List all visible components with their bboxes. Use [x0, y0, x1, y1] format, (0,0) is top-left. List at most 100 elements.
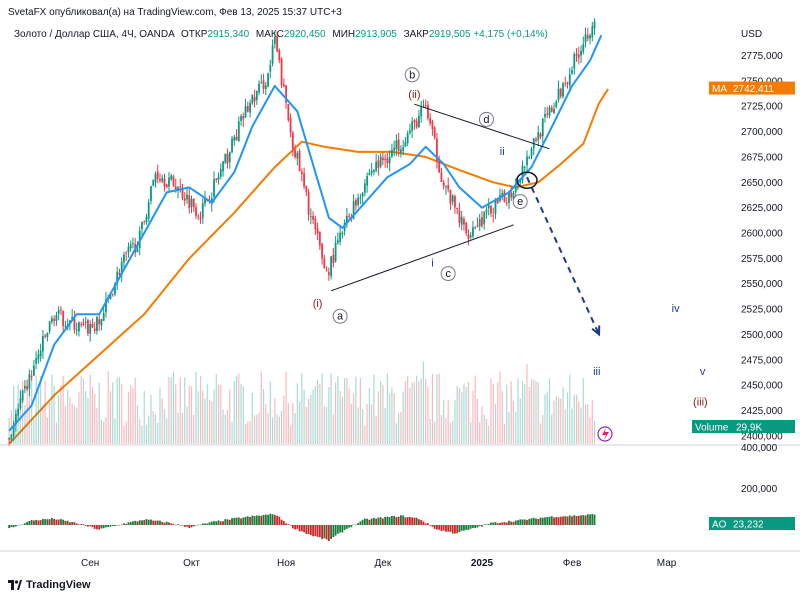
volume-bar [134, 377, 136, 444]
volume-bar [105, 417, 107, 444]
volume-bar [8, 417, 10, 444]
volume-bar [278, 416, 280, 444]
volume-bar [253, 415, 256, 444]
candle-body [300, 171, 303, 174]
candle-body [55, 315, 58, 321]
candle-body [580, 51, 582, 56]
candle-body [541, 118, 544, 137]
ao-bar [307, 525, 310, 534]
volume-bar [539, 423, 542, 444]
volume-bar [528, 386, 530, 444]
candle-body [586, 35, 589, 39]
volume-bar [28, 388, 30, 444]
volume-bar [136, 405, 139, 444]
candle-body [568, 74, 571, 86]
ao-bar [273, 514, 276, 525]
ao-bar [492, 522, 495, 525]
candle-body [287, 104, 290, 121]
candle-body [264, 85, 267, 89]
candle-body [98, 318, 101, 325]
ao-bar [44, 519, 47, 525]
volume-bar [323, 406, 325, 444]
ao-bar [159, 520, 161, 525]
ao-bar [514, 520, 517, 525]
candle-body [210, 197, 213, 204]
candle-body [141, 221, 143, 230]
volume-bar [411, 382, 413, 444]
candle-body [348, 215, 351, 217]
projection-arrowhead [591, 325, 601, 337]
ao-bar [222, 521, 224, 525]
candle-body [589, 35, 591, 39]
candle-body [469, 235, 472, 238]
candle-body [352, 201, 355, 219]
volume-bar [575, 394, 578, 444]
volume-bar [159, 387, 161, 444]
candle-body [494, 200, 497, 214]
price-tick-label: 2525,000 [741, 305, 783, 316]
ao-bar [519, 519, 522, 525]
wave-label: iv [672, 303, 680, 315]
volume-bar [359, 377, 361, 444]
tradingview-logo[interactable]: TradingView [8, 579, 91, 591]
ao-bar [391, 515, 393, 525]
candle-body [409, 130, 411, 134]
candle-body [23, 385, 26, 389]
ao-bar [377, 517, 380, 525]
ao-bar [528, 519, 531, 525]
volume-bar [449, 422, 452, 444]
ao-bar [262, 514, 265, 525]
candle-body [89, 324, 92, 334]
ao-bar [253, 516, 256, 525]
ao-bar [35, 519, 38, 525]
ao-bar [271, 514, 274, 525]
wave-label: (ii) [408, 89, 420, 101]
ao-bar [537, 518, 540, 525]
volume-bar [312, 389, 314, 444]
volume-bar [229, 389, 231, 444]
currency-label[interactable]: USD [741, 29, 762, 40]
ao-bar [366, 518, 369, 525]
volume-bar [542, 415, 544, 444]
candle-body [354, 200, 357, 206]
candle-body [325, 270, 328, 271]
ao-bar [501, 522, 504, 525]
symbol-name[interactable]: Золото / Доллар США, 4Ч, OANDA [14, 29, 175, 40]
ao-bar [535, 518, 537, 525]
ao-bar [96, 525, 98, 530]
candle-body [451, 195, 454, 202]
ao-bar [19, 524, 22, 526]
candle-body [458, 210, 461, 223]
projection-dashed-arrow [526, 176, 600, 335]
volume-bar [463, 383, 465, 444]
ao-bar [226, 519, 229, 525]
volume-bar [141, 425, 143, 444]
ao-bar [219, 521, 222, 525]
ao-bar [375, 518, 378, 525]
volume-bar [427, 386, 429, 444]
volume-bar [382, 384, 384, 444]
ao-bar [23, 523, 26, 525]
ao-bar [325, 525, 328, 540]
candle-body [145, 216, 148, 223]
volume-bar [60, 385, 62, 444]
candle-body [228, 151, 231, 162]
candle-body [10, 434, 13, 441]
volume-bar [35, 375, 37, 444]
volume-bar [470, 422, 472, 444]
volume-bar [310, 394, 312, 444]
volume-bar [262, 389, 265, 444]
ao-bar [330, 525, 333, 539]
ao-bar [544, 517, 546, 525]
ao-bar [10, 525, 13, 528]
volume-bar [208, 399, 211, 444]
ao-bar [17, 524, 20, 526]
volume-bar [533, 379, 535, 444]
candle-body [129, 244, 132, 249]
price-tick-label: 2775,000 [741, 51, 783, 62]
candle-body [503, 191, 506, 203]
volume-tick-label: 400,000 [741, 443, 778, 454]
volume-bar [161, 398, 163, 444]
candle-body [366, 175, 369, 186]
